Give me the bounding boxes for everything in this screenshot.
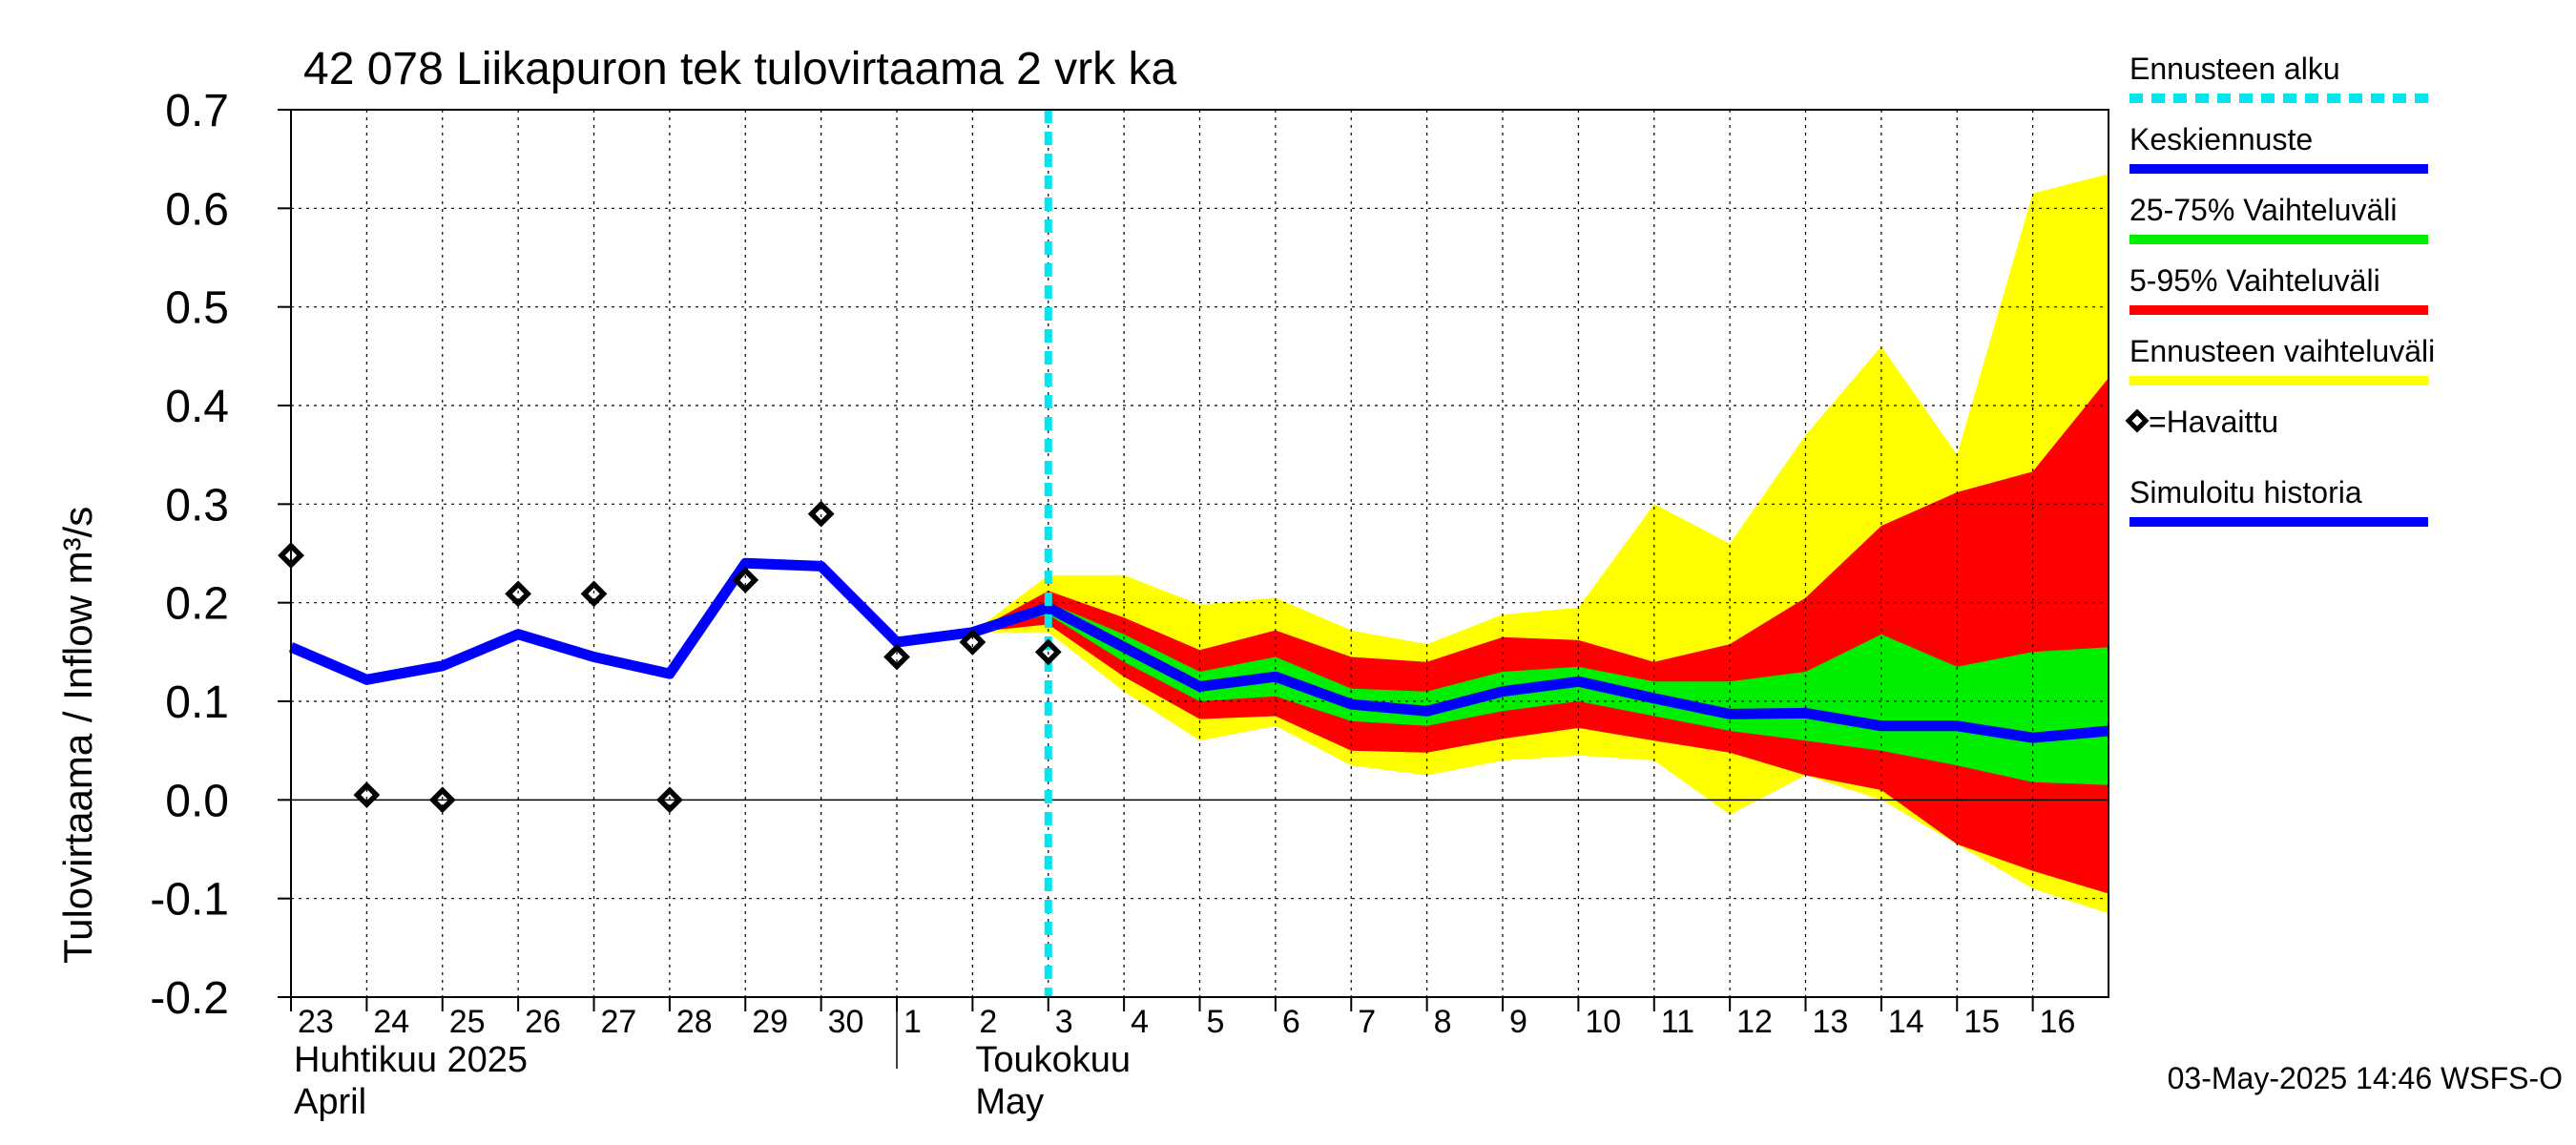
y-tick-label: 0.5	[165, 283, 229, 334]
axes: -0.2-0.10.00.10.20.30.40.50.60.723 24 25 26…	[150, 86, 2109, 1122]
x-tick-label: 25	[449, 1004, 486, 1040]
chart-title: 42 078 Liikapuron tek tulovirtaama 2 vrk…	[303, 44, 1176, 94]
legend-label: Keskiennuste	[2129, 122, 2313, 156]
x-tick-label: 1	[904, 1004, 922, 1040]
series-lines	[288, 110, 2109, 997]
y-tick-label: 0.4	[165, 382, 229, 432]
observed-point	[1034, 638, 1062, 666]
y-tick-label: -0.1	[150, 875, 229, 926]
legend-label: =Havaittu	[2149, 405, 2278, 439]
x-tick-label: 30	[828, 1004, 864, 1040]
x-tick-label: 16	[2040, 1004, 2076, 1040]
x-tick-label: 14	[1888, 1004, 1924, 1040]
observed-point	[428, 786, 456, 814]
x-tick-label: 27	[601, 1004, 637, 1040]
y-tick-label: -0.2	[150, 973, 229, 1024]
observed-point	[655, 786, 683, 814]
x-tick-label: 26	[525, 1004, 561, 1040]
simulated-history-line	[288, 557, 1050, 685]
legend-label: Ennusteen vaihteluväli	[2129, 334, 2435, 368]
observed-markers	[278, 500, 1062, 814]
x-tick-label: 2	[979, 1004, 997, 1040]
x-tick-label: 29	[752, 1004, 788, 1040]
month-label-en: May	[975, 1082, 1044, 1122]
y-tick-label: 0.0	[165, 776, 229, 826]
x-tick-label: 15	[1963, 1004, 2000, 1040]
y-tick-label: 0.3	[165, 480, 229, 531]
legend-label: Simuloitu historia	[2129, 475, 2362, 510]
x-tick-label: 4	[1131, 1004, 1149, 1040]
legend-label: 25-75% Vaihteluväli	[2129, 193, 2397, 227]
month-label: Toukokuu	[975, 1040, 1131, 1080]
observed-point	[959, 629, 987, 656]
month-label-en: April	[294, 1082, 366, 1122]
x-tick-label: 11	[1661, 1004, 1694, 1040]
x-tick-label: 8	[1434, 1004, 1452, 1040]
legend-marker	[2125, 408, 2150, 433]
x-tick-label: 5	[1207, 1004, 1225, 1040]
observed-point	[883, 643, 910, 671]
y-tick-label: 0.1	[165, 677, 229, 728]
x-tick-label: 23	[298, 1004, 334, 1040]
y-tick-label: 0.6	[165, 184, 229, 235]
legend: Ennusteen alku Keskiennuste 25-75% Vaihtel…	[2125, 52, 2435, 527]
band-5-95	[972, 378, 2109, 894]
y-axis-label: Tulovirtaama / Inflow m³/s	[55, 507, 100, 964]
x-tick-label: 12	[1736, 1004, 1773, 1040]
observed-point	[807, 500, 835, 528]
timestamp: 03-May-2025 14:46 WSFS-O	[2168, 1061, 2563, 1095]
observed-point	[580, 580, 608, 608]
x-tick-label: 10	[1585, 1004, 1621, 1040]
x-tick-label: 6	[1282, 1004, 1300, 1040]
y-tick-label: 0.2	[165, 579, 229, 630]
x-tick-label: 13	[1813, 1004, 1849, 1040]
y-tick-label: 0.7	[165, 86, 229, 136]
x-tick-label: 24	[373, 1004, 409, 1040]
median-forecast-line	[970, 602, 2109, 743]
x-tick-label: 28	[676, 1004, 713, 1040]
x-tick-label: 7	[1358, 1004, 1376, 1040]
legend-label: Ennusteen alku	[2129, 52, 2340, 86]
observed-point	[732, 567, 759, 593]
observed-point	[505, 580, 532, 608]
forecast-bands	[972, 174, 2109, 914]
month-label: Huhtikuu 2025	[294, 1040, 528, 1080]
legend-label: 5-95% Vaihteluväli	[2129, 263, 2380, 298]
x-tick-label: 3	[1055, 1004, 1073, 1040]
band-25-75	[972, 602, 2109, 785]
observed-point	[353, 781, 381, 809]
x-tick-label: 9	[1509, 1004, 1527, 1040]
